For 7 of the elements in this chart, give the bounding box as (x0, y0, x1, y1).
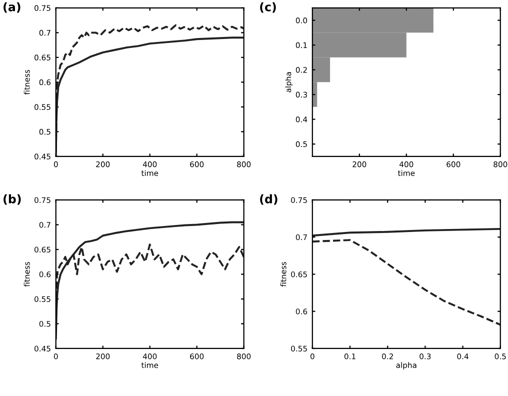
line-series (312, 239, 500, 326)
line-series (312, 228, 500, 237)
text: (c) (260, 2, 276, 13)
text: (a) (4, 2, 20, 13)
line-series (56, 221, 244, 340)
text: (b) (4, 194, 21, 205)
text: (d) (260, 194, 278, 205)
